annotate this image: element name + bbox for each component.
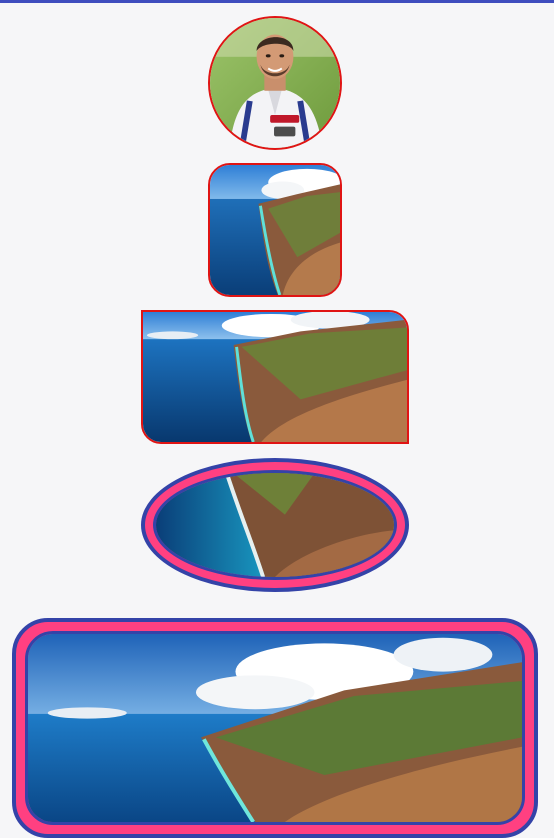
coastline-photo bbox=[210, 165, 340, 295]
large-rounded-ring-image[interactable] bbox=[12, 618, 538, 838]
oval-inner-frame bbox=[153, 470, 397, 580]
rounded-inner-frame bbox=[25, 631, 525, 825]
oval-ring-image[interactable] bbox=[141, 458, 409, 592]
coastline-photo bbox=[156, 473, 394, 577]
coastline-photo bbox=[143, 312, 407, 442]
circular-avatar-image[interactable] bbox=[208, 16, 342, 150]
coastline-photo bbox=[28, 634, 522, 822]
player-photo bbox=[210, 18, 340, 148]
cut-corner-image[interactable] bbox=[141, 310, 409, 444]
rounded-square-image[interactable] bbox=[208, 163, 342, 297]
top-accent-bar bbox=[0, 0, 554, 3]
